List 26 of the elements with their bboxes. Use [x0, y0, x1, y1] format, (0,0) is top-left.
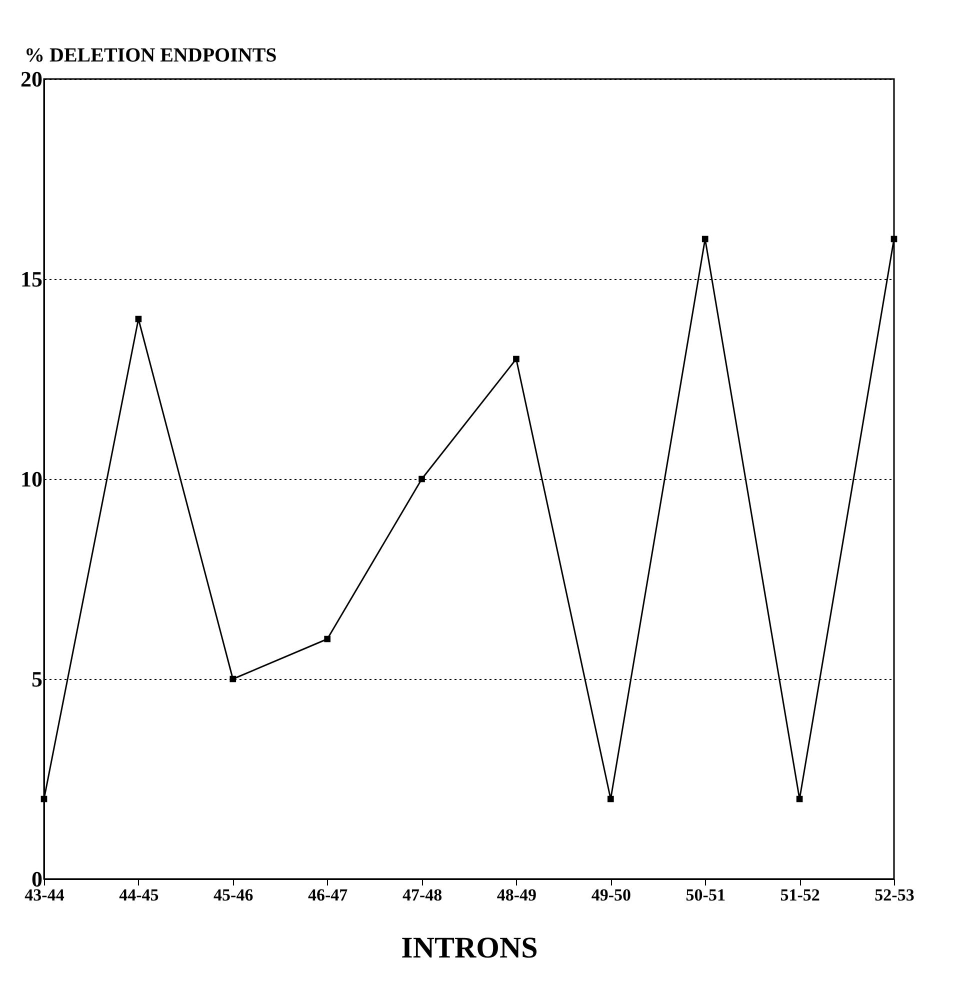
- point: [135, 316, 142, 322]
- x-tick-label: 46-47: [308, 886, 348, 904]
- point: [513, 356, 520, 362]
- x-tick-label: 45-46: [214, 886, 254, 904]
- y-tick-label: 15: [20, 266, 42, 292]
- point: [418, 476, 425, 482]
- x-tick-label: 49-50: [591, 886, 632, 904]
- point: [890, 236, 898, 242]
- point: [324, 636, 330, 642]
- x-tick-label: 43-44: [24, 886, 65, 904]
- y-tick-label: 5: [32, 666, 42, 692]
- x-tick-label: 50-51: [686, 886, 726, 904]
- x-tick-label: 44-45: [119, 886, 159, 904]
- y-tick-label: 10: [20, 466, 42, 492]
- point: [230, 676, 236, 682]
- x-axis-title: INTRONS: [401, 932, 538, 964]
- point: [608, 796, 614, 802]
- x-tick-label: 47-48: [402, 886, 442, 904]
- x-tick-label: 51-52: [780, 886, 820, 904]
- y-tick-label: 20: [20, 66, 42, 92]
- point: [40, 796, 48, 802]
- x-tick-label: 52-53: [874, 886, 914, 904]
- point: [702, 236, 708, 242]
- point: [796, 796, 803, 802]
- y-axis-title: % DELETION ENDPOINTS: [24, 44, 277, 66]
- x-tick-label: 48-49: [496, 886, 537, 904]
